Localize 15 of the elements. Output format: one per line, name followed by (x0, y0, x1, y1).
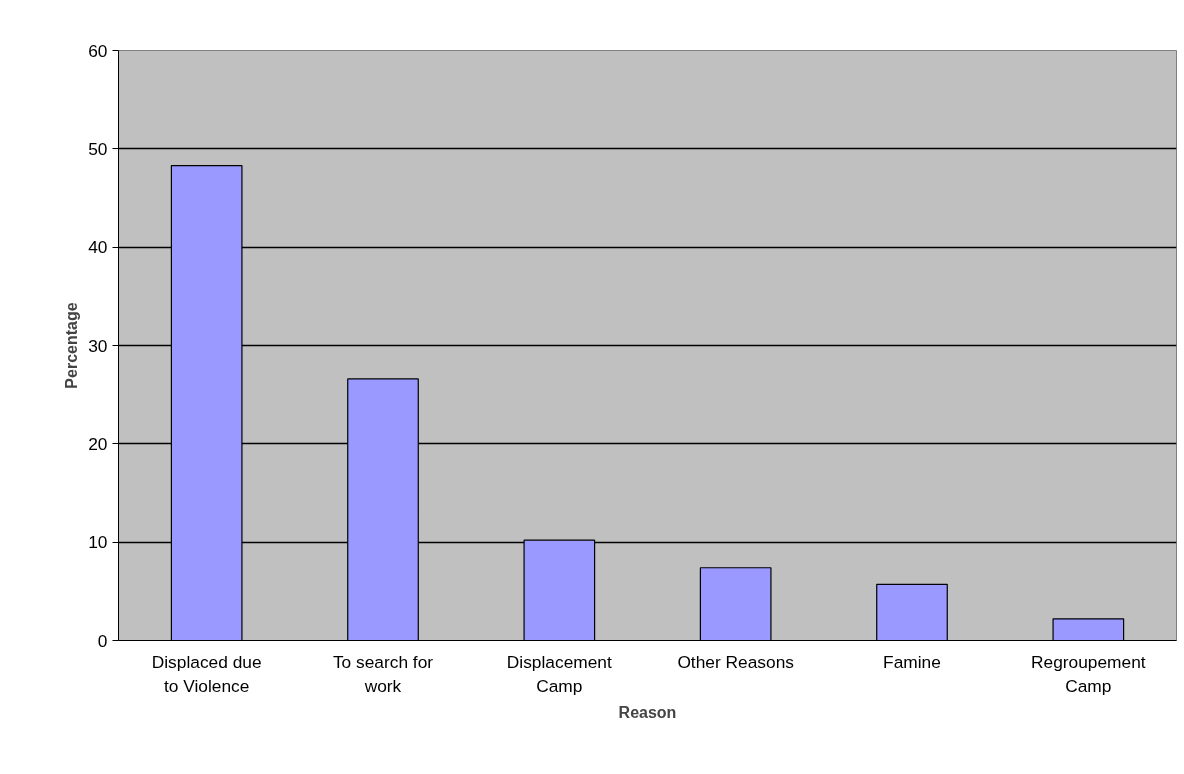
x-tick-label: Other Reasons (677, 651, 795, 672)
y-tick-label: 30 (88, 335, 108, 356)
x-axis-title: Reason (618, 703, 677, 721)
x-tick-label: Famine (883, 651, 941, 672)
x-tick-label: Displaced due to Violence (151, 651, 262, 696)
y-tick-label: 10 (88, 532, 108, 553)
x-tick-label: Displacement Camp (506, 651, 613, 696)
y-tick-label: 40 (88, 237, 108, 258)
x-tick-label: Regroupement Camp (1031, 651, 1146, 696)
x-tick-label: To search for work (332, 651, 434, 696)
y-tick-label: 20 (88, 433, 108, 454)
y-axis-title: Percentage (63, 302, 81, 389)
y-tick-label: 0 (97, 630, 108, 651)
y-tick-label: 50 (88, 138, 108, 159)
y-tick-label: 60 (88, 40, 108, 61)
